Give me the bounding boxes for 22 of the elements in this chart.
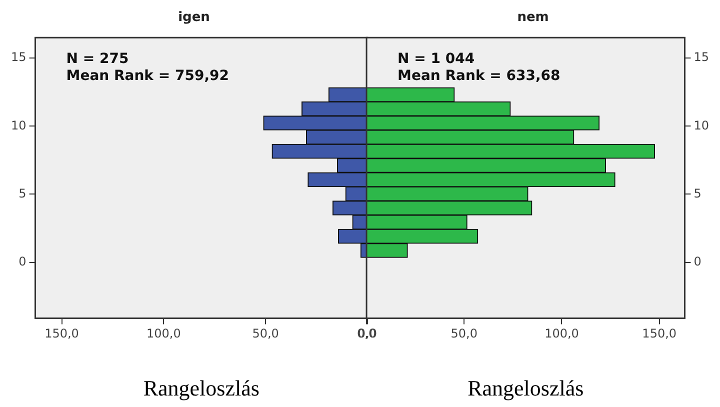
y-tick-label: 15 <box>10 50 26 64</box>
y-tick-label: 10 <box>694 118 710 132</box>
annotation: N = 1 044 <box>398 51 475 68</box>
chart-title: nem <box>517 10 549 26</box>
y-tick-label: 0 <box>18 254 26 268</box>
y-tick-label: 10 <box>10 118 26 132</box>
y-tick-label: 5 <box>694 186 702 200</box>
annotation: Mean Rank = 633,68 <box>398 68 560 84</box>
x-tick-label: 50,0 <box>252 326 279 341</box>
y-tick-label: 0 <box>694 254 702 268</box>
x-tick-label: 100,0 <box>146 326 181 341</box>
x-tick-label: 50,0 <box>450 326 478 341</box>
x-tick-label: 100,0 <box>544 326 579 341</box>
y-tick-label: 15 <box>694 50 710 64</box>
x-axis-title: Rangeloszlás <box>143 376 260 401</box>
x-axis-title: Rangeloszlás <box>468 376 584 401</box>
chart-title: igen <box>178 10 210 26</box>
annotation: Mean Rank = 759,92 <box>66 68 230 84</box>
y-tick-label: 5 <box>18 186 26 200</box>
x-tick-label: 150,0 <box>642 326 677 341</box>
x-tick-label: 150,0 <box>44 326 79 341</box>
annotation: N = 275 <box>66 51 129 68</box>
